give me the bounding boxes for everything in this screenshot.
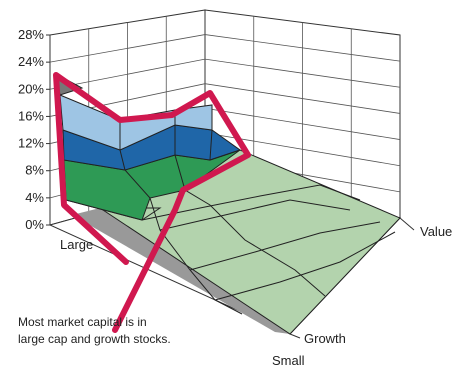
z-tick-label: 8% xyxy=(25,163,44,178)
style-axis-label-value: Value xyxy=(420,224,452,239)
z-axis-ticks: 0% 4% 8% 12% 16% 20% 24% 28% xyxy=(18,27,50,232)
z-tick-label: 16% xyxy=(18,108,44,123)
z-gridline xyxy=(49,58,401,90)
z-tick-label: 12% xyxy=(18,136,44,151)
size-axis-label-large: Large xyxy=(60,237,93,252)
z-tick-label: 4% xyxy=(25,190,44,205)
style-axis-label-growth: Growth xyxy=(304,331,346,346)
z-tick-label: 24% xyxy=(18,54,44,69)
z-gridline xyxy=(49,34,401,63)
z-tick-label: 20% xyxy=(18,81,44,96)
value-tick xyxy=(399,217,415,231)
floor-shadow xyxy=(72,208,290,334)
z-tick-label: 28% xyxy=(18,27,44,42)
surface xyxy=(55,73,401,335)
z-tick-label: 0% xyxy=(25,217,44,232)
annotation-line-2: large cap and growth stocks. xyxy=(18,332,171,346)
annotation-line-1: Most market capital is in xyxy=(18,315,147,329)
large-cap-outline xyxy=(53,72,251,333)
surface-gridlines xyxy=(119,105,396,315)
size-axis-label-small: Small xyxy=(272,353,305,367)
large-cap-highlight xyxy=(53,72,251,333)
growth-tick xyxy=(289,333,301,339)
